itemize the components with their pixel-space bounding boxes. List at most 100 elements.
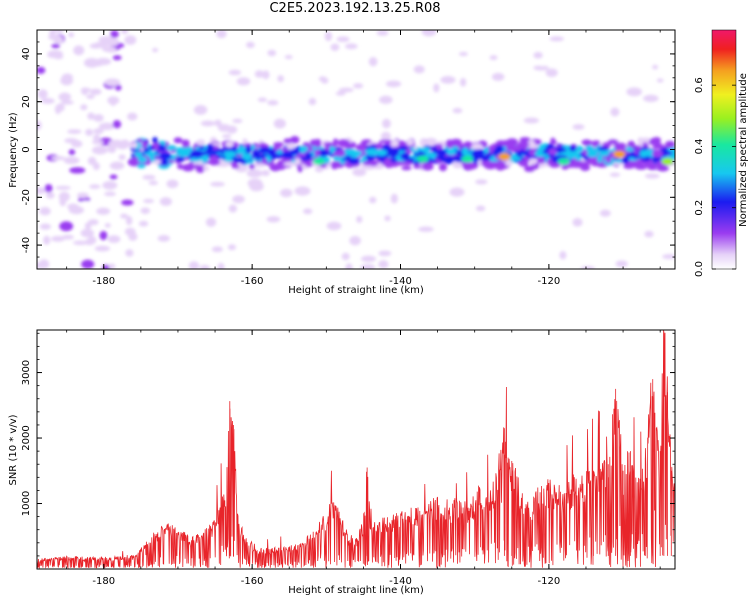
heatmap-cell [475, 205, 486, 212]
heatmap-cell [508, 204, 525, 210]
heatmap-cell [585, 159, 595, 164]
heatmap-cell [89, 88, 102, 95]
heatmap-cell [265, 253, 280, 264]
heatmap-cell [140, 207, 151, 214]
heatmap-cell [652, 143, 666, 150]
heatmap-cell [460, 143, 473, 148]
heatmap-cell [273, 118, 286, 129]
heatmap-cell [337, 139, 351, 148]
heatmap-cell [246, 41, 255, 49]
heatmap-cell [368, 56, 378, 67]
heatmap-cell [548, 148, 558, 156]
heatmap-cell [623, 163, 636, 169]
heatmap-cell [294, 158, 301, 166]
heatmap-cell [308, 97, 317, 106]
heatmap-cell [136, 138, 144, 143]
heatmap-cell [137, 163, 146, 169]
heatmap-cell [166, 179, 179, 189]
heatmap-cell [425, 137, 437, 147]
heatmap-cell [281, 151, 293, 159]
heatmap-cell [147, 152, 154, 159]
heatmap-cell [652, 136, 661, 144]
heatmap-cell [580, 164, 591, 171]
heatmap-cell [104, 223, 111, 228]
heatmap-cell [249, 181, 264, 192]
heatmap-cell [194, 146, 201, 151]
heatmap-cell [452, 160, 464, 169]
heatmap-cell [383, 158, 392, 165]
top-x-axis-label: Height of straight line (km) [288, 285, 424, 296]
heatmap-cell [96, 207, 111, 215]
heatmap-cell [380, 131, 391, 142]
heatmap-cell [83, 57, 100, 68]
bottom-x-label: -180 [92, 576, 115, 587]
heatmap-cell [168, 159, 175, 164]
heatmap-cell [80, 228, 95, 238]
top-y-ticks: -40 -20 0 20 40 [21, 29, 675, 270]
heatmap-cell [522, 158, 529, 168]
heatmap-cell [537, 145, 544, 152]
heatmap-marks [37, 30, 675, 269]
heatmap-cell [575, 156, 582, 161]
heatmap-cell [104, 191, 116, 197]
heatmap-cell [142, 174, 156, 180]
heatmap-cell [545, 68, 558, 77]
heatmap-cell [87, 236, 97, 245]
heatmap-cell [37, 187, 46, 195]
heatmap-cell [257, 97, 268, 103]
heatmap-cell [572, 218, 583, 227]
heatmap-cell [248, 121, 263, 132]
top-x-label: -120 [538, 276, 561, 287]
heatmap-cell [152, 47, 159, 53]
heatmap-cell [422, 161, 429, 170]
heatmap-cell [183, 146, 194, 153]
heatmap-cell [99, 230, 108, 241]
heatmap-cell [345, 43, 358, 50]
heatmap-cell [61, 73, 73, 81]
heatmap-cell [108, 263, 116, 269]
heatmap-cell [661, 157, 674, 165]
heatmap-cell [505, 159, 513, 167]
heatmap-cell [435, 155, 445, 160]
heatmap-cell [47, 50, 64, 57]
heatmap-cell [158, 144, 165, 150]
heatmap-cell [418, 226, 434, 232]
heatmap-cell [360, 255, 377, 263]
heatmap-cell [43, 235, 51, 245]
heatmap-cell [356, 215, 363, 223]
heatmap-cell [616, 251, 630, 259]
heatmap-cell [446, 148, 457, 156]
heatmap-cell [193, 105, 208, 115]
heatmap-cell [242, 138, 248, 145]
heatmap-cell [59, 196, 67, 207]
heatmap-cell [473, 148, 485, 155]
heatmap-cell [662, 254, 675, 260]
heatmap-cell [91, 140, 104, 145]
heatmap-cell [282, 229, 296, 235]
heatmap-cell [190, 149, 204, 159]
heatmap-cell [203, 165, 210, 172]
top-y-label: -40 [21, 237, 32, 253]
heatmap-cell [615, 260, 628, 268]
heatmap-cell [160, 158, 169, 166]
heatmap-cell [637, 137, 644, 146]
heatmap-cell [591, 140, 600, 148]
heatmap-cell [173, 137, 183, 144]
heatmap-cell [646, 162, 657, 171]
heatmap-cell [194, 164, 200, 169]
heatmap-cell [607, 139, 619, 145]
heatmap-cell [177, 163, 184, 170]
heatmap-cell [376, 30, 389, 36]
heatmap-cell [569, 145, 577, 152]
heatmap-cell [44, 184, 53, 193]
heatmap-cell [176, 156, 185, 162]
heatmap-cell [216, 30, 227, 39]
heatmap-cell [262, 31, 270, 39]
heatmap-cell [664, 140, 675, 149]
heatmap-panel: -180 -160 -140 -120 -40 -20 0 20 40 Height of s… [8, 29, 676, 296]
heatmap-cell [157, 234, 170, 242]
heatmap-cell [376, 46, 386, 53]
heatmap-cell [639, 149, 648, 158]
heatmap-cell [530, 178, 543, 185]
heatmap-cell [332, 138, 339, 144]
